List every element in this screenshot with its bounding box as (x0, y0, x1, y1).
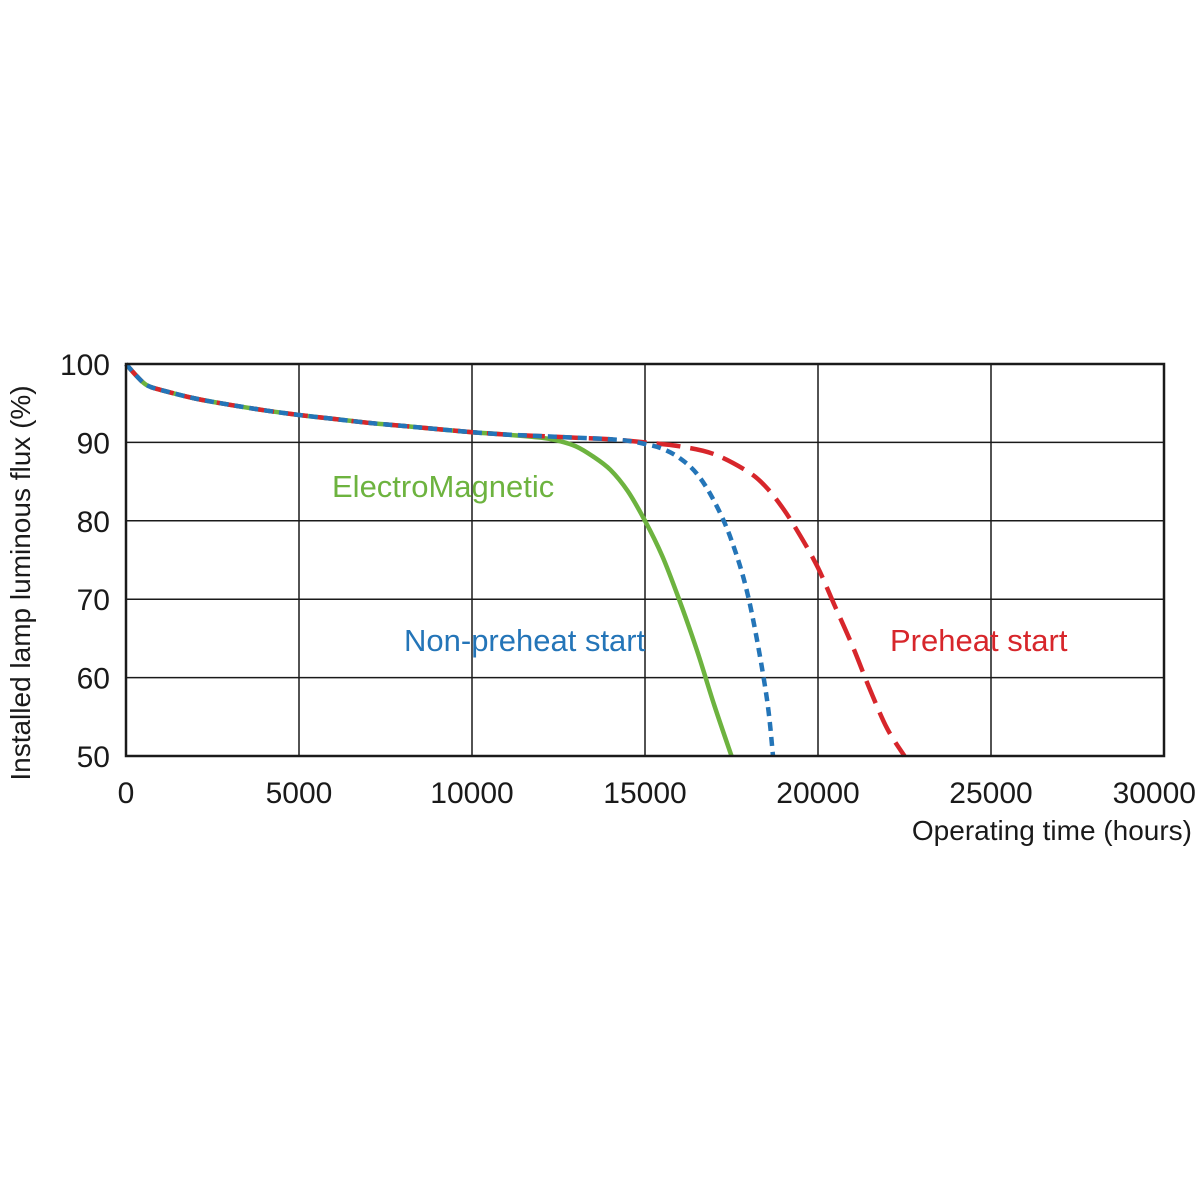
x-tick-label: 0 (118, 777, 135, 810)
series-line-electromagnetic (124, 362, 734, 757)
x-tick-label: 30000 (1113, 777, 1196, 810)
plot-frame (124, 362, 1166, 758)
series-label-non-preheat-start: Non-preheat start (404, 623, 646, 658)
x-tick-label: 10000 (430, 777, 513, 810)
y-tick-label: 70 (77, 584, 110, 617)
y-tick-label: 60 (77, 663, 110, 696)
series-line-preheat-start (124, 362, 907, 758)
y-tick-label: 90 (77, 427, 110, 460)
y-tick-label: 50 (77, 741, 110, 774)
x-axis-title: Operating time (hours) (912, 815, 1192, 846)
x-tick-label: 5000 (266, 777, 333, 810)
series-lines (124, 362, 907, 758)
series-label-preheat-start: Preheat start (890, 623, 1068, 658)
series-label-electromagnetic: ElectroMagnetic (332, 469, 554, 504)
x-tick-label: 20000 (776, 777, 859, 810)
tick-labels: 0 5000 10000 15000 20000 25000 30000 50 60 70 80 90… (60, 349, 1196, 810)
y-tick-label: 100 (60, 349, 110, 382)
x-tick-label: 25000 (949, 777, 1032, 810)
x-tick-label: 15000 (603, 777, 686, 810)
y-tick-label: 80 (77, 506, 110, 539)
series-line-non-preheat-start (124, 362, 776, 757)
grid (126, 364, 1164, 756)
y-axis-title: Installed lamp luminous flux (%) (5, 385, 36, 780)
series-labels: ElectroMagnetic Non-preheat start Preheat … (332, 469, 1068, 658)
